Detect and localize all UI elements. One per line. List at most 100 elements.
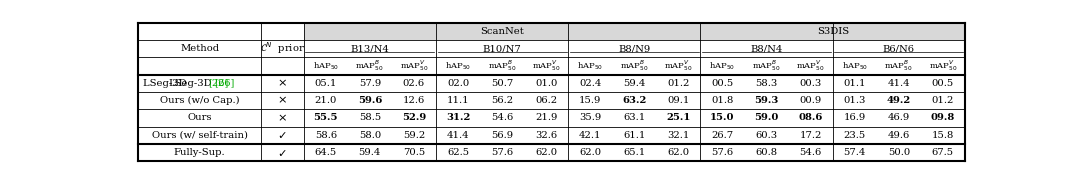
Text: 01.0: 01.0 xyxy=(535,79,557,88)
Text: 16.9: 16.9 xyxy=(843,113,866,122)
Text: ScanNet: ScanNet xyxy=(480,27,524,36)
Text: 57.6: 57.6 xyxy=(711,148,734,157)
Text: S3DIS: S3DIS xyxy=(816,27,848,36)
Text: 00.9: 00.9 xyxy=(799,96,822,105)
Text: 21.0: 21.0 xyxy=(315,96,337,105)
Text: 08.6: 08.6 xyxy=(798,113,823,122)
Text: mAP$^{B}_{50}$: mAP$^{B}_{50}$ xyxy=(488,58,517,73)
Text: Ours: Ours xyxy=(187,113,212,122)
Text: 58.0: 58.0 xyxy=(359,131,381,140)
Text: 59.2: 59.2 xyxy=(403,131,425,140)
Text: hAP$_{50}$: hAP$_{50}$ xyxy=(842,60,868,72)
Text: 25.1: 25.1 xyxy=(666,113,691,122)
Text: 50.7: 50.7 xyxy=(491,79,513,88)
Text: 54.6: 54.6 xyxy=(799,148,822,157)
Text: Fully-Sup.: Fully-Sup. xyxy=(174,148,226,157)
Text: mAP$^{V}_{50}$: mAP$^{V}_{50}$ xyxy=(664,58,693,73)
Text: B8/N9: B8/N9 xyxy=(619,44,651,53)
Text: 31.2: 31.2 xyxy=(446,113,470,122)
Text: 63.2: 63.2 xyxy=(622,96,647,105)
Text: 59.4: 59.4 xyxy=(359,148,381,157)
Text: 11.1: 11.1 xyxy=(447,96,469,105)
Text: hAP$_{50}$: hAP$_{50}$ xyxy=(710,60,736,72)
Text: LSeg-3D: LSeg-3D xyxy=(143,79,190,88)
Text: 58.3: 58.3 xyxy=(755,79,778,88)
Text: 57.4: 57.4 xyxy=(843,148,866,157)
Text: 56.2: 56.2 xyxy=(491,96,513,105)
Text: 06.2: 06.2 xyxy=(535,96,557,105)
Text: $\mathcal{C}^{N}$  prior: $\mathcal{C}^{N}$ prior xyxy=(260,41,305,56)
Text: Method: Method xyxy=(180,44,219,53)
Text: 62.5: 62.5 xyxy=(447,148,469,157)
Text: 12.6: 12.6 xyxy=(403,96,425,105)
Text: 67.5: 67.5 xyxy=(932,148,954,157)
Text: 00.5: 00.5 xyxy=(932,79,954,88)
Text: B8/N4: B8/N4 xyxy=(751,44,783,53)
Text: 01.1: 01.1 xyxy=(843,79,866,88)
Text: 58.6: 58.6 xyxy=(315,131,337,140)
Text: 60.3: 60.3 xyxy=(755,131,778,140)
Text: 49.2: 49.2 xyxy=(887,96,911,105)
Text: 21.9: 21.9 xyxy=(535,113,557,122)
Text: 01.8: 01.8 xyxy=(711,96,734,105)
Text: 02.6: 02.6 xyxy=(403,79,425,88)
Text: 58.5: 58.5 xyxy=(359,113,381,122)
Text: 65.1: 65.1 xyxy=(623,148,645,157)
Text: 41.4: 41.4 xyxy=(447,131,469,140)
Text: 55.5: 55.5 xyxy=(314,113,338,122)
Text: 56.9: 56.9 xyxy=(491,131,513,140)
Text: Ours (w/o Cap.): Ours (w/o Cap.) xyxy=(160,96,240,105)
Text: 17.2: 17.2 xyxy=(799,131,822,140)
Text: 00.5: 00.5 xyxy=(711,79,734,88)
Text: 64.5: 64.5 xyxy=(315,148,337,157)
Text: hAP$_{50}$: hAP$_{50}$ xyxy=(445,60,471,72)
Text: 15.9: 15.9 xyxy=(579,96,601,105)
Text: LSeg-3D: LSeg-3D xyxy=(169,79,213,88)
Text: B10/N7: B10/N7 xyxy=(482,44,522,53)
Text: mAP$^{B}_{50}$: mAP$^{B}_{50}$ xyxy=(620,58,649,73)
Text: 57.6: 57.6 xyxy=(491,148,513,157)
Text: 32.6: 32.6 xyxy=(535,131,557,140)
Text: mAP$^{B}_{50}$: mAP$^{B}_{50}$ xyxy=(355,58,384,73)
Text: $\checkmark$: $\checkmark$ xyxy=(277,130,287,140)
Text: 62.0: 62.0 xyxy=(535,148,557,157)
Text: 01.3: 01.3 xyxy=(843,96,866,105)
Text: 59.0: 59.0 xyxy=(754,113,779,122)
Text: hAP$_{50}$: hAP$_{50}$ xyxy=(577,60,604,72)
Text: Ours (w/ self-train): Ours (w/ self-train) xyxy=(151,131,248,140)
Text: 59.4: 59.4 xyxy=(623,79,645,88)
Bar xyxy=(304,23,964,40)
Text: 63.1: 63.1 xyxy=(623,113,645,122)
Text: 59.3: 59.3 xyxy=(754,96,779,105)
Text: 52.9: 52.9 xyxy=(402,113,426,122)
Text: 32.1: 32.1 xyxy=(667,131,690,140)
Text: 62.0: 62.0 xyxy=(667,148,690,157)
Text: mAP$^{V}_{50}$: mAP$^{V}_{50}$ xyxy=(532,58,561,73)
Text: 35.9: 35.9 xyxy=(579,113,601,122)
Text: mAP$^{V}_{50}$: mAP$^{V}_{50}$ xyxy=(929,58,957,73)
Text: mAP$^{B}_{50}$: mAP$^{B}_{50}$ xyxy=(752,58,781,73)
Text: 00.3: 00.3 xyxy=(799,79,822,88)
Text: $\times$: $\times$ xyxy=(277,95,287,106)
Text: 26.7: 26.7 xyxy=(711,131,734,140)
Text: 70.5: 70.5 xyxy=(403,148,425,157)
Text: 15.8: 15.8 xyxy=(932,131,954,140)
Text: 15.0: 15.0 xyxy=(710,113,735,122)
Text: 09.8: 09.8 xyxy=(931,113,955,122)
Text: 57.9: 57.9 xyxy=(359,79,381,88)
Text: 49.6: 49.6 xyxy=(888,131,910,140)
Text: 61.1: 61.1 xyxy=(623,131,645,140)
Text: [26]: [26] xyxy=(207,79,228,88)
Text: 60.8: 60.8 xyxy=(755,148,778,157)
Text: mAP$^{B}_{50}$: mAP$^{B}_{50}$ xyxy=(884,58,913,73)
Text: 02.4: 02.4 xyxy=(579,79,601,88)
Text: [26]: [26] xyxy=(215,79,235,88)
Text: $\times$: $\times$ xyxy=(277,113,287,123)
Text: hAP$_{50}$: hAP$_{50}$ xyxy=(313,60,339,72)
Text: 05.1: 05.1 xyxy=(315,79,337,88)
Text: 02.0: 02.0 xyxy=(447,79,469,88)
Text: 46.9: 46.9 xyxy=(888,113,910,122)
Text: 01.2: 01.2 xyxy=(932,96,954,105)
Text: $\checkmark$: $\checkmark$ xyxy=(277,148,287,158)
Text: B6/N6: B6/N6 xyxy=(883,44,915,53)
